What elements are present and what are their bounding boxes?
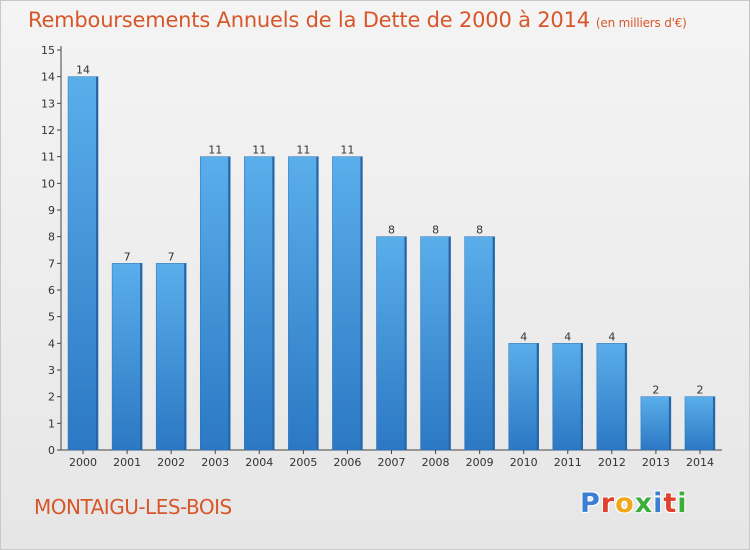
chart-bars — [67, 76, 716, 451]
bar-2013 — [640, 396, 672, 451]
x-tick-label-2013: 2013 — [642, 456, 670, 469]
x-tick-label-2008: 2008 — [422, 456, 450, 469]
logo-letter: x — [634, 488, 654, 519]
location-name: MONTAIGU-LES-BOIS — [34, 495, 232, 519]
x-tick-label-2014: 2014 — [686, 456, 714, 469]
value-label-2012: 4 — [608, 330, 615, 343]
y-tick-label: 14 — [41, 71, 55, 84]
chart-title-text: Remboursements Annuels de la Dette de 20… — [28, 8, 590, 32]
bar-edge-2009 — [492, 236, 495, 450]
bar-2005 — [288, 156, 319, 451]
chart-labels: 14 2000 7 2001 7 2002 11 2003 11 2004 11 2005 11 2006… — [69, 64, 714, 469]
value-label-2013: 2 — [652, 384, 659, 397]
value-label-2003: 11 — [208, 144, 222, 157]
bar-2006 — [332, 156, 363, 451]
bar-2001 — [111, 263, 143, 451]
chart-title: Remboursements Annuels de la Dette de 20… — [28, 8, 687, 32]
y-tick-label: 4 — [48, 337, 55, 350]
bar-edge-2007 — [404, 236, 407, 450]
bar-2003 — [199, 156, 231, 451]
bar-2008 — [420, 236, 451, 451]
y-tick-label: 5 — [48, 311, 55, 324]
x-tick-label-2009: 2009 — [466, 456, 494, 469]
bar-2009 — [464, 236, 495, 451]
bar-edge-2010 — [536, 343, 539, 450]
x-tick-label-2012: 2012 — [598, 456, 626, 469]
bar-2012 — [596, 343, 628, 451]
value-label-2005: 11 — [296, 144, 310, 157]
bar-edge-2008 — [448, 236, 451, 450]
value-label-2009: 8 — [476, 224, 483, 237]
bar-2007 — [376, 236, 407, 451]
y-tick-label: 15 — [41, 44, 55, 57]
value-label-2004: 11 — [252, 144, 266, 157]
logo-letter: P — [580, 488, 601, 519]
bar-edge-2002 — [184, 263, 187, 450]
bar-edge-2001 — [140, 263, 143, 450]
bar-edge-2005 — [316, 156, 319, 450]
bar-edge-2003 — [228, 156, 231, 450]
chart-unit-label: (en milliers d'€) — [595, 16, 687, 30]
y-tick-label: 13 — [41, 97, 55, 110]
x-tick-label-2007: 2007 — [378, 456, 406, 469]
value-label-2014: 2 — [696, 384, 703, 397]
x-tick-label-2001: 2001 — [113, 456, 141, 469]
value-label-2008: 8 — [432, 224, 439, 237]
y-tick-label: 7 — [48, 257, 55, 270]
value-label-2001: 7 — [124, 250, 131, 263]
x-tick-label-2000: 2000 — [69, 456, 97, 469]
logo-letter: i — [653, 488, 664, 519]
logo-letter: t — [663, 488, 678, 519]
bar-edge-2013 — [668, 396, 671, 450]
proxiti-logo: Proxiti — [580, 488, 688, 519]
x-tick-label-2010: 2010 — [510, 456, 538, 469]
bar-2002 — [155, 263, 187, 451]
bar-edge-2006 — [360, 156, 363, 450]
y-tick-label: 3 — [48, 364, 55, 377]
value-label-2000: 14 — [76, 64, 90, 77]
y-tick-label: 11 — [41, 151, 55, 164]
logo-letter: o — [615, 488, 635, 519]
y-tick-label: 2 — [48, 391, 55, 404]
y-tick-label: 0 — [48, 444, 55, 457]
bar-edge-2014 — [712, 396, 715, 450]
y-tick-label: 10 — [41, 177, 55, 190]
y-tick-label: 9 — [48, 204, 55, 217]
bar-2000 — [67, 76, 99, 451]
bar-edge-2012 — [624, 343, 627, 450]
bar-edge-2000 — [96, 76, 99, 451]
value-label-2011: 4 — [564, 330, 571, 343]
value-label-2010: 4 — [520, 330, 527, 343]
bar-2011 — [552, 343, 584, 451]
y-tick-label: 8 — [48, 231, 55, 244]
bar-2004 — [244, 156, 275, 451]
x-tick-label-2004: 2004 — [245, 456, 273, 469]
x-tick-label-2005: 2005 — [289, 456, 317, 469]
x-tick-label-2003: 2003 — [201, 456, 229, 469]
x-tick-label-2006: 2006 — [333, 456, 361, 469]
logo-letter: r — [600, 488, 616, 519]
value-label-2002: 7 — [168, 250, 175, 263]
bar-edge-2011 — [580, 343, 583, 450]
y-tick-label: 1 — [48, 417, 55, 430]
x-tick-label-2011: 2011 — [554, 456, 582, 469]
x-tick-label-2002: 2002 — [157, 456, 185, 469]
y-tick-label: 12 — [41, 124, 55, 137]
logo-letter: i — [677, 488, 688, 519]
y-tick-label: 6 — [48, 284, 55, 297]
bar-edge-2004 — [272, 156, 275, 450]
bar-2014 — [684, 396, 716, 451]
bar-2010 — [508, 343, 539, 451]
value-label-2006: 11 — [340, 144, 354, 157]
value-label-2007: 8 — [388, 224, 395, 237]
